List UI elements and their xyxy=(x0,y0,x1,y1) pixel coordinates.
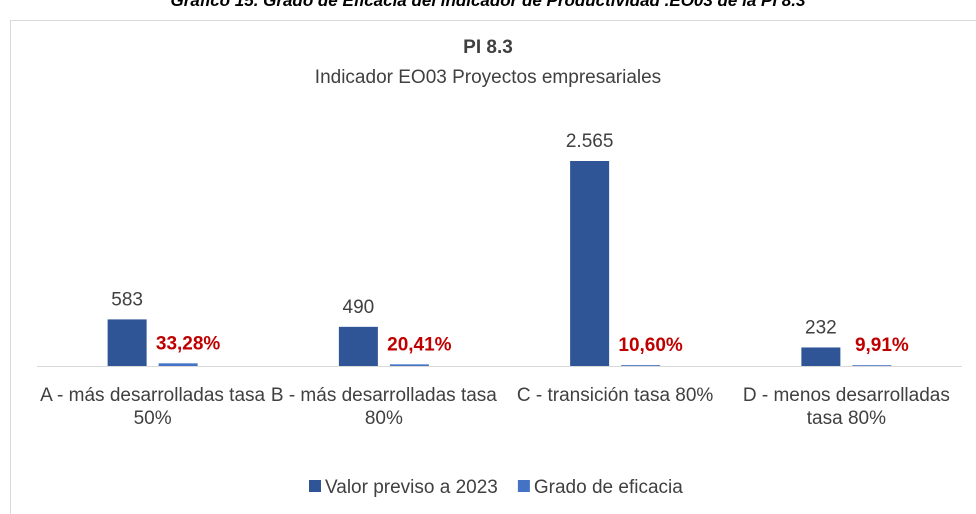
data-label: 2.565 xyxy=(566,131,614,152)
legend-label: Grado de eficacia xyxy=(534,477,683,498)
chart-border xyxy=(10,20,976,514)
data-label: 232 xyxy=(805,317,837,338)
legend-swatch xyxy=(517,480,530,492)
data-label: 9,91% xyxy=(855,335,909,356)
bar xyxy=(158,363,198,366)
bar xyxy=(107,319,147,366)
bar xyxy=(338,326,378,366)
bar xyxy=(570,161,610,366)
x-tick-label: A - más desarrolladas tasa 50% xyxy=(40,385,266,429)
data-label: 33,28% xyxy=(156,333,221,354)
x-tick-label: C - transición tasa 80% xyxy=(516,385,714,406)
data-label: 583 xyxy=(111,289,143,310)
legend-swatch xyxy=(309,480,321,492)
data-label: 10,60% xyxy=(618,335,683,356)
bar xyxy=(389,364,429,366)
x-tick-label: D - menos desarrolladas tasa 80% xyxy=(742,385,950,429)
bar xyxy=(621,365,661,366)
data-label: 490 xyxy=(343,297,375,318)
legend-label: Valor previso a 2023 xyxy=(325,477,498,498)
data-label: 20,41% xyxy=(387,334,452,355)
caption: Gráfico 15. Grado de Eficacia del indica… xyxy=(171,0,806,10)
chart-subtitle: Indicador EO03 Proyectos empresariales xyxy=(315,67,661,88)
bar xyxy=(801,347,841,366)
bar xyxy=(852,365,892,366)
x-tick-label: B - más desarrolladas tasa 80% xyxy=(270,385,497,429)
chart-title: PI 8.3 xyxy=(463,37,513,58)
